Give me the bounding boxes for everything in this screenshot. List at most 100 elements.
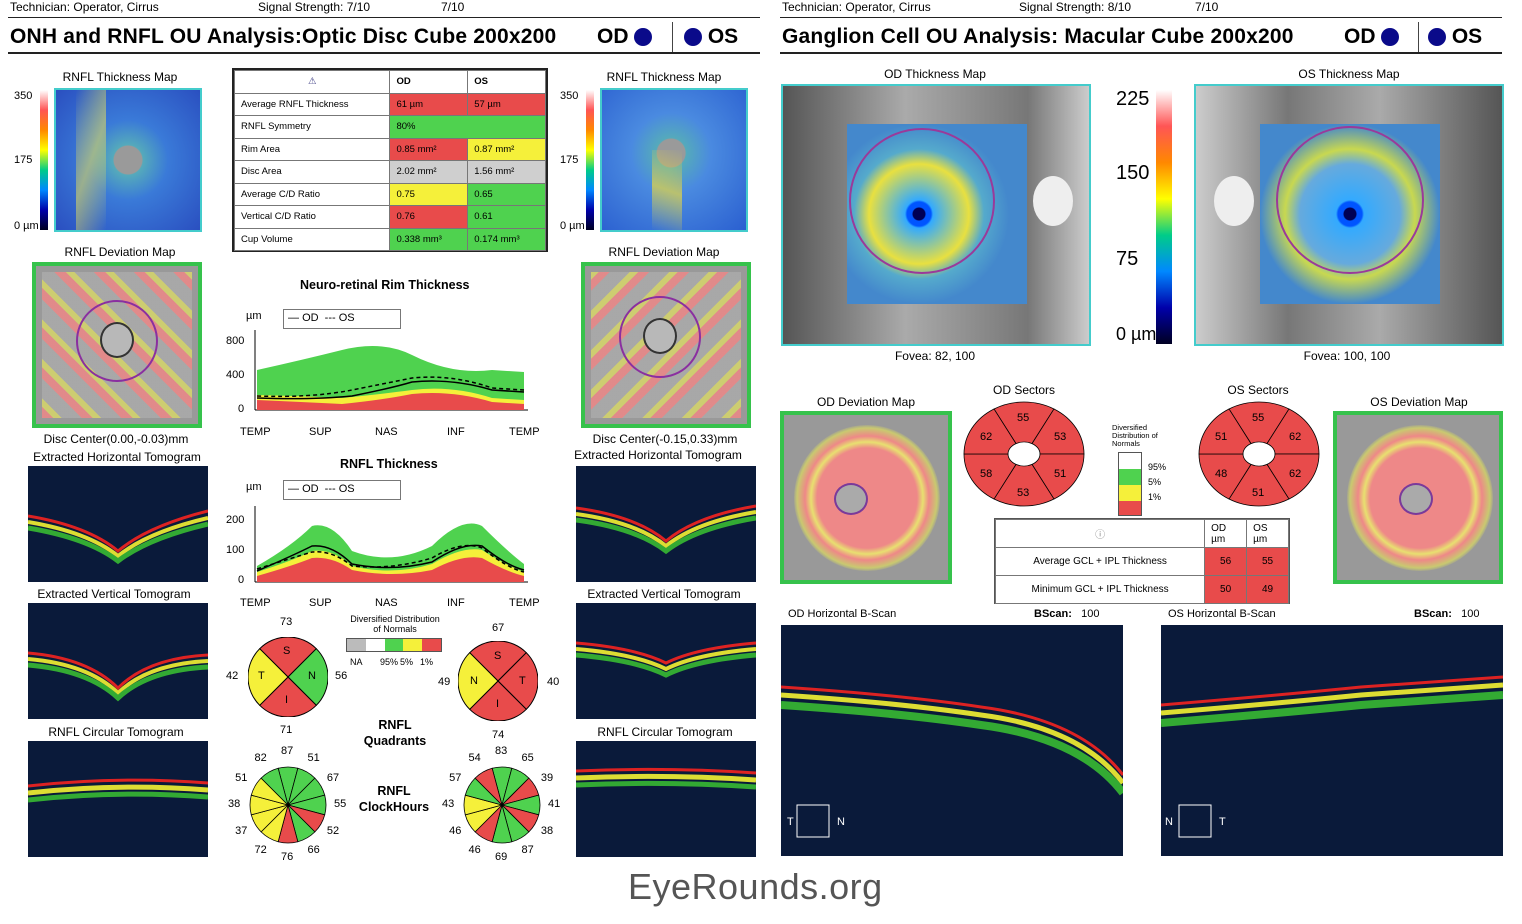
quadrant-letter-t: T bbox=[258, 670, 265, 682]
os-vertical-tomogram-label: Extracted Vertical Tomogram bbox=[587, 587, 741, 601]
gcl-legend-1: 1% bbox=[1148, 492, 1162, 502]
signal-strength-os-right: 7/10 bbox=[1195, 0, 1219, 14]
od-clockhour-chart bbox=[249, 766, 327, 844]
clockhour-value: 87 bbox=[281, 745, 294, 757]
table-row: RNFL Symmetry 80% bbox=[233, 115, 546, 139]
os-gcl-deviation-label: OS Deviation Map bbox=[1370, 395, 1468, 409]
technician-label-right: Technician: Operator, Cirrus bbox=[782, 0, 931, 14]
clockhour-value: 37 bbox=[235, 824, 248, 837]
rim-chart-title: Neuro-retinal Rim Thickness bbox=[300, 278, 470, 292]
y-tick: 800 bbox=[226, 335, 245, 347]
thickness-scale-bar bbox=[586, 90, 594, 230]
od-sectors-label: OD Sectors bbox=[992, 383, 1055, 397]
clockhour-value: 76 bbox=[281, 851, 294, 863]
clockhours-label: RNFL ClockHours bbox=[358, 784, 430, 814]
os-circular-tomogram-label: RNFL Circular Tomogram bbox=[597, 725, 733, 739]
gcl-metrics-table: ⓘ OD µm OS µm Average GCL + IPL Thickness 5… bbox=[994, 518, 1290, 604]
os-disc-center: Disc Center(-0.15,0.33)mm bbox=[592, 432, 738, 446]
rnfl-unit: µm bbox=[246, 481, 262, 493]
clockhour-value: 52 bbox=[326, 824, 340, 837]
os-clockhour-chart bbox=[463, 766, 541, 844]
rnfl-chart-title: RNFL Thickness bbox=[340, 457, 438, 471]
os-circular-tomogram bbox=[575, 741, 757, 857]
table-row: Average C/D Ratio 0.75 0.65 bbox=[233, 182, 546, 206]
od-sector-suptemp: 62 bbox=[980, 431, 993, 443]
od-disc-center: Disc Center(0.00,-0.03)mm bbox=[43, 432, 189, 446]
rim-thickness-chart bbox=[254, 330, 528, 411]
gcl-scale-75: 75 bbox=[1116, 248, 1139, 270]
dist-legend-1: 1% bbox=[420, 657, 434, 667]
od-sector-supnas: 53 bbox=[1054, 431, 1067, 443]
clockhour-value: 82 bbox=[254, 752, 267, 765]
od-quadrant-t: 42 bbox=[226, 670, 239, 682]
od-quadrant-n: 56 bbox=[335, 670, 348, 682]
gcl-legend-bar bbox=[1118, 452, 1142, 516]
od-sectors-chart bbox=[963, 401, 1085, 507]
od-rnfl-deviation-map bbox=[32, 262, 202, 428]
gcl-scale-150: 150 bbox=[1116, 162, 1150, 184]
clockhour-value: 87 bbox=[521, 843, 534, 856]
od-bscan-num-label: BScan: 100 bbox=[1034, 608, 1100, 620]
od-thickness-map-label: RNFL Thickness Map bbox=[62, 70, 178, 84]
os-gcl-map-label: OS Thickness Map bbox=[1298, 67, 1400, 81]
thickness-scale-bar bbox=[40, 90, 48, 230]
od-bscan-label: OD Horizontal B-Scan bbox=[788, 608, 897, 620]
svg-text:N: N bbox=[1165, 816, 1173, 828]
gcl-sector bbox=[1266, 453, 1320, 500]
gcl-header-os: OS µm bbox=[1246, 519, 1289, 548]
od-gcl-map-label: OD Thickness Map bbox=[884, 67, 986, 81]
os-rnfl-thickness-map bbox=[600, 88, 748, 232]
x-tick: TEMP bbox=[240, 597, 271, 609]
x-tick: TEMP bbox=[240, 426, 271, 438]
gcl-sector bbox=[1198, 453, 1252, 500]
clockhour-value: 46 bbox=[449, 824, 462, 837]
od-sector-inftemp: 58 bbox=[980, 468, 993, 480]
gcl-scale-max: 225 bbox=[1116, 88, 1150, 110]
scale-max: 350 bbox=[560, 90, 579, 102]
od-dot-icon bbox=[1381, 28, 1400, 47]
watermark-logo: EyeRounds.org bbox=[628, 866, 883, 907]
os-indicator: OS bbox=[684, 25, 738, 49]
os-sector-inftemp: 62 bbox=[1289, 468, 1302, 480]
os-horizontal-tomogram-label: Extracted Horizontal Tomogram bbox=[574, 448, 742, 462]
os-sector-sup: 55 bbox=[1252, 412, 1265, 424]
os-sector-inf: 51 bbox=[1252, 487, 1265, 499]
clockhour-value: 38 bbox=[540, 824, 554, 837]
os-indicator-right: OS bbox=[1428, 25, 1482, 49]
rnfl-thickness-chart bbox=[254, 506, 528, 583]
technician-label: Technician: Operator, Cirrus bbox=[10, 0, 159, 14]
x-tick: NAS bbox=[375, 426, 398, 438]
clockhour-value: 41 bbox=[548, 798, 561, 810]
clockhour-value: 72 bbox=[254, 843, 267, 856]
x-tick: INF bbox=[447, 597, 465, 609]
clockhour-value: 65 bbox=[521, 752, 534, 765]
gcl-sector bbox=[1031, 453, 1085, 500]
clockhour-value: 51 bbox=[235, 771, 248, 784]
os-gcl-deviation-map bbox=[1333, 411, 1503, 584]
os-thickness-map-label: RNFL Thickness Map bbox=[606, 70, 722, 84]
os-quadrant-s: 67 bbox=[492, 622, 505, 634]
od-vertical-tomogram bbox=[27, 603, 209, 719]
quadrant-letter-i: I bbox=[285, 694, 289, 706]
quadrant-letter-i: I bbox=[496, 698, 500, 710]
scale-min: 0 µm bbox=[14, 220, 39, 232]
os-quadrant-n: 49 bbox=[438, 676, 451, 688]
clockhour-value: 39 bbox=[540, 771, 554, 784]
signal-strength: Signal Strength: 7/10 bbox=[258, 0, 371, 14]
od-vertical-tomogram-label: Extracted Vertical Tomogram bbox=[37, 587, 191, 601]
clock-segment bbox=[474, 767, 503, 807]
rim-unit: µm bbox=[246, 310, 262, 322]
quadrant-letter-s: S bbox=[494, 650, 502, 662]
x-tick: NAS bbox=[375, 597, 398, 609]
table-row: Average GCL + IPL Thickness 56 55 bbox=[994, 547, 1289, 576]
os-sectors-label: OS Sectors bbox=[1227, 383, 1289, 397]
rnfl-legend: — OD --- OS bbox=[283, 480, 401, 500]
table-row: Minimum GCL + IPL Thickness 50 49 bbox=[994, 575, 1289, 604]
od-gcl-thickness-map bbox=[781, 84, 1091, 346]
table-row: Disc Area 2.02 mm² 1.56 mm² bbox=[233, 160, 546, 184]
page-title-onh: ONH and RNFL OU Analysis:Optic Disc Cube… bbox=[10, 25, 557, 48]
od-indicator: OD bbox=[597, 25, 653, 49]
y-tick: 200 bbox=[226, 514, 245, 526]
gcl-sector bbox=[1031, 408, 1085, 455]
